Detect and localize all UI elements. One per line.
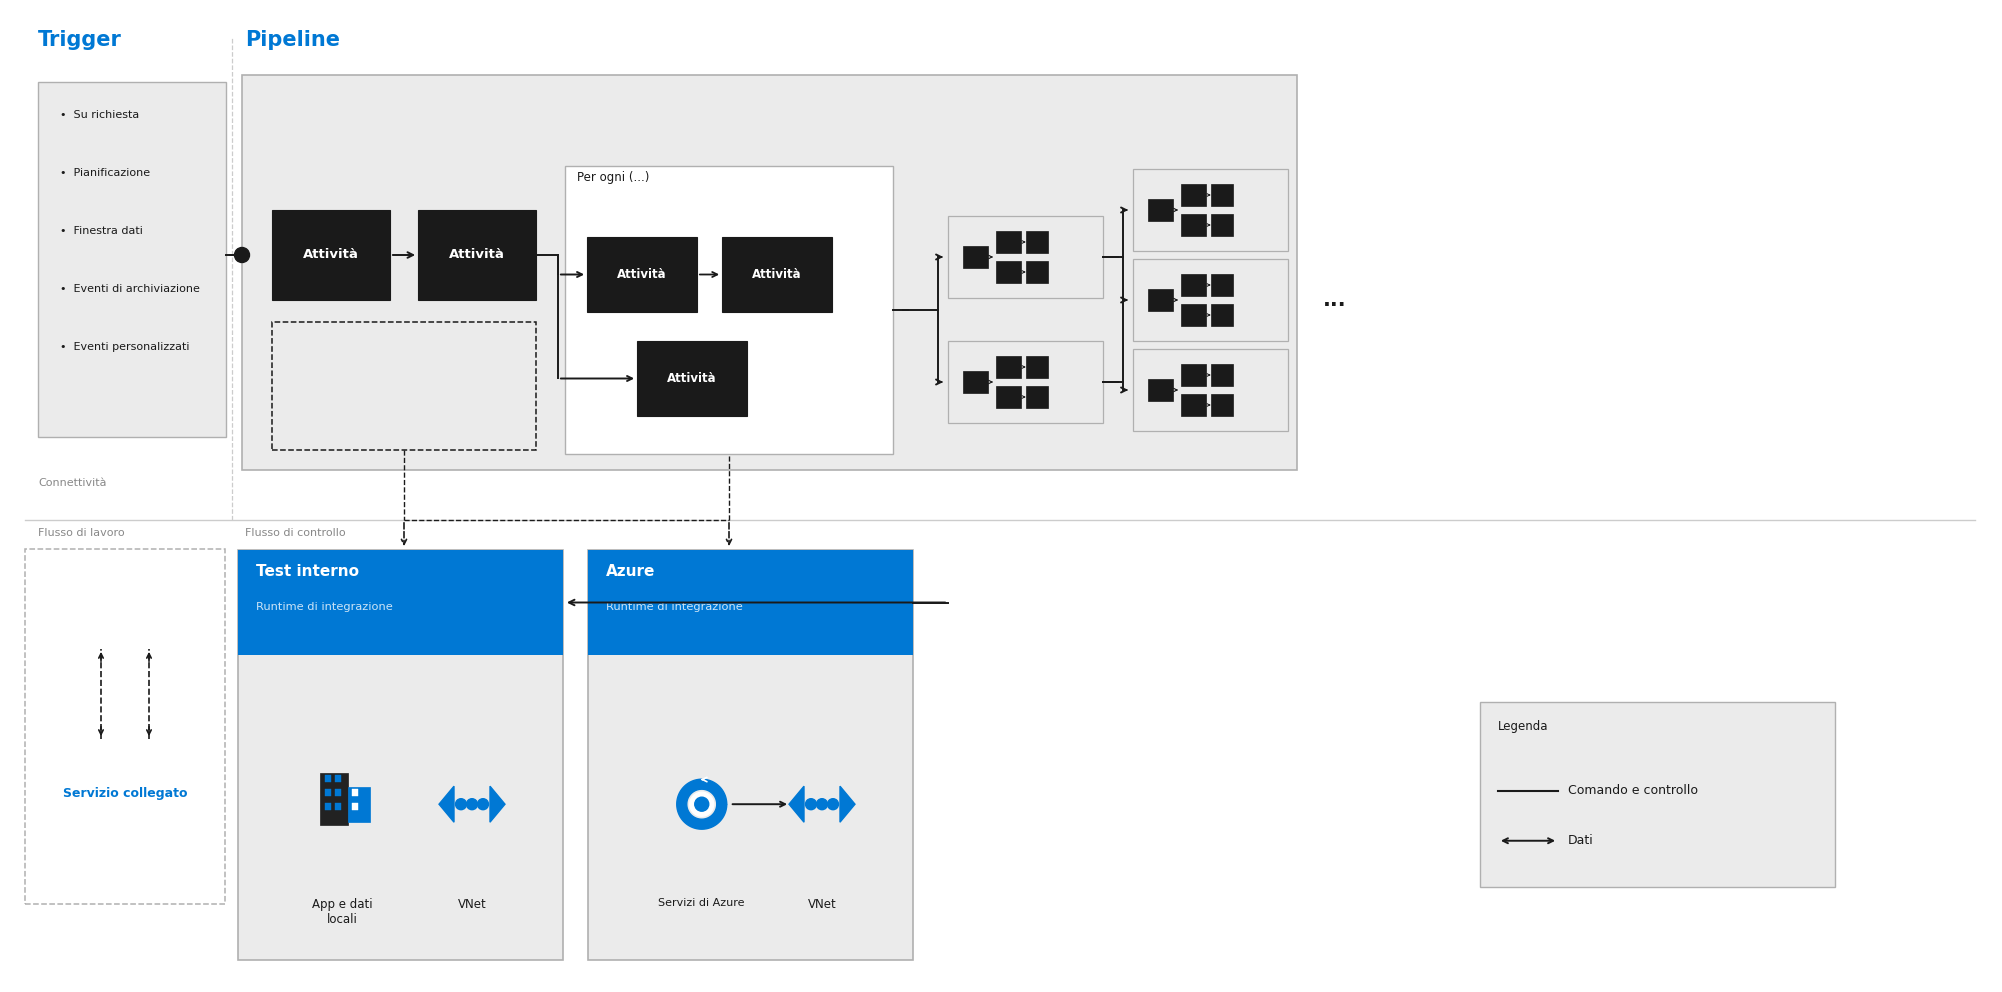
FancyBboxPatch shape [589, 550, 913, 655]
Text: Legenda: Legenda [1497, 720, 1548, 733]
Polygon shape [841, 787, 855, 822]
Text: Azure: Azure [607, 564, 655, 579]
FancyBboxPatch shape [997, 231, 1021, 253]
Text: Runtime di integrazione: Runtime di integrazione [607, 602, 743, 612]
FancyBboxPatch shape [1147, 199, 1173, 221]
Text: Attività: Attività [667, 372, 717, 385]
FancyBboxPatch shape [1147, 379, 1173, 401]
FancyBboxPatch shape [1181, 214, 1205, 236]
Polygon shape [490, 787, 505, 822]
Text: Connettività: Connettività [38, 478, 106, 488]
Circle shape [466, 799, 478, 809]
Text: Per ogni (...): Per ogni (...) [577, 171, 649, 184]
Polygon shape [789, 787, 805, 822]
FancyBboxPatch shape [963, 246, 989, 268]
FancyBboxPatch shape [1211, 184, 1233, 206]
FancyBboxPatch shape [324, 804, 330, 810]
Circle shape [805, 799, 817, 809]
Text: Flusso di lavoro: Flusso di lavoro [38, 528, 124, 538]
Text: •  Finestra dati: • Finestra dati [60, 226, 142, 236]
FancyBboxPatch shape [324, 775, 330, 783]
FancyBboxPatch shape [352, 804, 358, 810]
FancyBboxPatch shape [1211, 304, 1233, 326]
FancyBboxPatch shape [589, 550, 913, 960]
Text: Runtime di integrazione: Runtime di integrazione [256, 602, 392, 612]
FancyBboxPatch shape [324, 790, 330, 797]
Polygon shape [438, 787, 454, 822]
Circle shape [691, 793, 715, 816]
Text: Attività: Attività [302, 249, 358, 262]
FancyBboxPatch shape [272, 210, 390, 300]
Circle shape [456, 799, 466, 809]
Text: Dati: Dati [1568, 834, 1594, 847]
Text: •  Eventi di archiviazione: • Eventi di archiviazione [60, 284, 200, 294]
FancyBboxPatch shape [949, 341, 1103, 423]
FancyBboxPatch shape [242, 75, 1297, 470]
FancyBboxPatch shape [1181, 274, 1205, 296]
FancyBboxPatch shape [997, 386, 1021, 408]
FancyBboxPatch shape [334, 790, 340, 797]
FancyBboxPatch shape [238, 550, 563, 960]
FancyBboxPatch shape [1025, 231, 1047, 253]
FancyBboxPatch shape [949, 216, 1103, 298]
FancyBboxPatch shape [997, 356, 1021, 378]
FancyBboxPatch shape [1181, 364, 1205, 386]
FancyBboxPatch shape [1211, 394, 1233, 416]
FancyBboxPatch shape [1479, 702, 1836, 887]
FancyBboxPatch shape [963, 371, 989, 393]
FancyBboxPatch shape [587, 237, 697, 312]
Text: Trigger: Trigger [38, 30, 122, 50]
FancyBboxPatch shape [1025, 261, 1047, 283]
FancyBboxPatch shape [997, 261, 1021, 283]
FancyBboxPatch shape [418, 210, 537, 300]
FancyBboxPatch shape [565, 166, 893, 454]
Text: Servizi di Azure: Servizi di Azure [659, 898, 745, 908]
Circle shape [234, 247, 250, 263]
FancyBboxPatch shape [348, 787, 370, 821]
Text: Attività: Attività [617, 268, 667, 281]
FancyBboxPatch shape [1181, 304, 1205, 326]
Circle shape [827, 799, 839, 809]
Text: Pipeline: Pipeline [244, 30, 340, 50]
FancyBboxPatch shape [352, 790, 358, 797]
Text: Attività: Attività [753, 268, 803, 281]
FancyBboxPatch shape [334, 775, 340, 783]
Text: Flusso di controllo: Flusso di controllo [244, 528, 346, 538]
Circle shape [478, 799, 488, 809]
FancyBboxPatch shape [1025, 356, 1047, 378]
FancyBboxPatch shape [238, 550, 563, 655]
Text: •  Su richiesta: • Su richiesta [60, 110, 140, 120]
Text: ...: ... [1323, 290, 1347, 310]
Text: App e dati
locali: App e dati locali [312, 898, 372, 926]
Text: •  Pianificazione: • Pianificazione [60, 168, 150, 178]
FancyBboxPatch shape [1211, 274, 1233, 296]
Text: Comando e controllo: Comando e controllo [1568, 785, 1698, 798]
Circle shape [695, 798, 709, 811]
FancyBboxPatch shape [1133, 349, 1287, 431]
Text: •  Eventi personalizzati: • Eventi personalizzati [60, 342, 190, 352]
FancyBboxPatch shape [1133, 169, 1287, 251]
FancyBboxPatch shape [723, 237, 833, 312]
Text: VNet: VNet [458, 898, 486, 911]
FancyBboxPatch shape [1181, 184, 1205, 206]
FancyBboxPatch shape [1025, 386, 1047, 408]
FancyBboxPatch shape [1211, 364, 1233, 386]
FancyBboxPatch shape [1147, 289, 1173, 311]
FancyBboxPatch shape [1133, 259, 1287, 341]
Polygon shape [677, 779, 727, 829]
FancyBboxPatch shape [1211, 214, 1233, 236]
FancyBboxPatch shape [637, 341, 747, 416]
Text: VNet: VNet [807, 898, 837, 911]
FancyBboxPatch shape [38, 82, 226, 437]
FancyBboxPatch shape [1181, 394, 1205, 416]
FancyBboxPatch shape [334, 804, 340, 810]
Text: Servizio collegato: Servizio collegato [62, 788, 188, 801]
Text: Test interno: Test interno [256, 564, 358, 579]
Text: Attività: Attività [448, 249, 505, 262]
FancyBboxPatch shape [320, 773, 348, 825]
Circle shape [817, 799, 827, 809]
